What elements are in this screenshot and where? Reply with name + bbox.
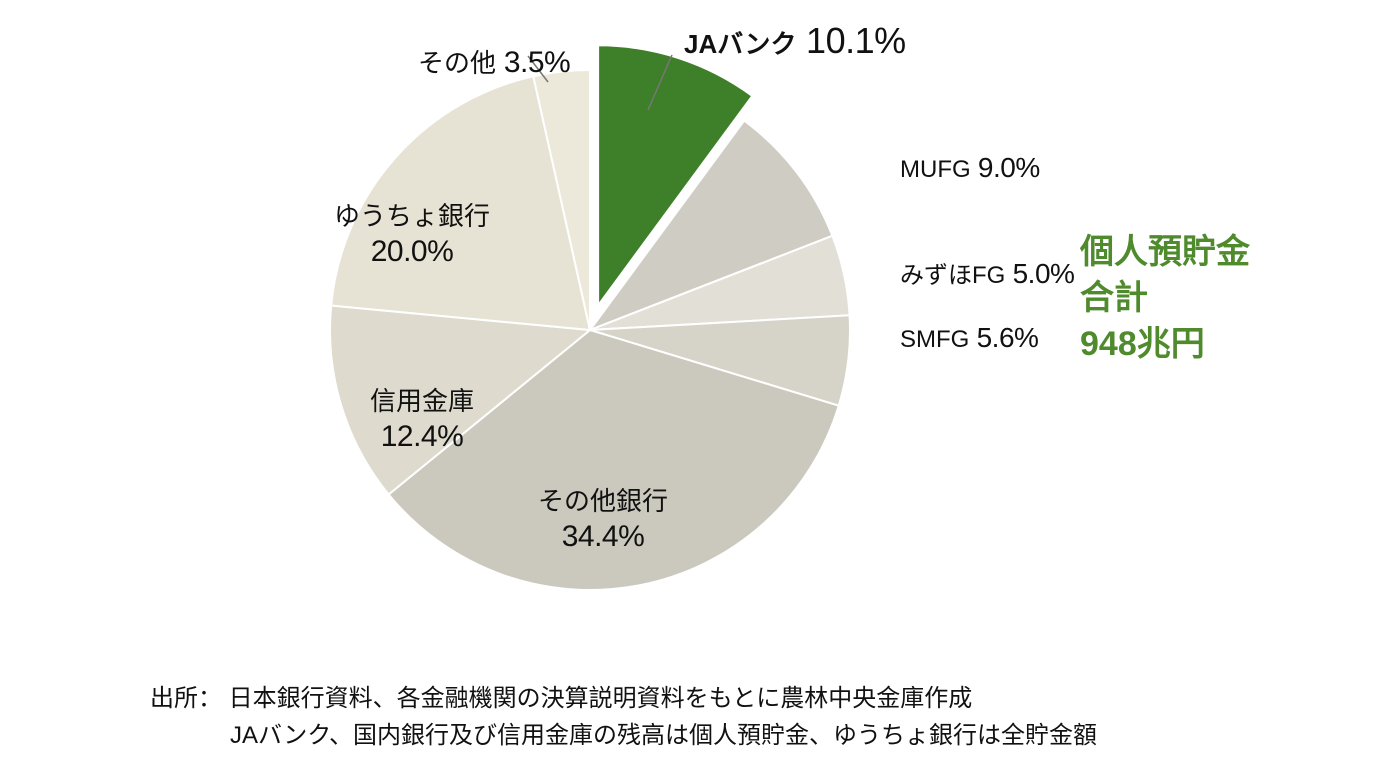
slice-label: みずほFG 5.0% (900, 256, 1074, 291)
slice-label-name: 信用金庫 (370, 386, 474, 416)
slice-label: 信用金庫 12.4% (370, 385, 474, 455)
slice-label-value: 10.1% (797, 20, 906, 61)
slice-label: SMFG 5.6% (900, 320, 1038, 355)
slice-label: その他銀行 34.4% (538, 485, 668, 555)
slice-label-name: ゆうちょ銀行 (334, 201, 490, 231)
slice-label-value: 20.0% (371, 235, 454, 268)
pie-svg (0, 0, 1400, 766)
footnote-line-1: 出所： 日本銀行資料、各金融機関の決算説明資料をもとに農林中央金庫作成 (150, 680, 1097, 717)
summary-line-3: 948兆円 (1080, 322, 1250, 368)
slice-label-name: みずほFG (900, 262, 1005, 289)
slice-label-name: その他 (418, 48, 496, 78)
pie-chart-figure: JAバンク 10.1% MUFG 9.0% みずほFG 5.0% SMFG 5.6% そ… (0, 0, 1400, 766)
summary-text: 個人預貯金 合計 948兆円 (1080, 230, 1250, 368)
footnote-text-1: 日本銀行資料、各金融機関の決算説明資料をもとに農林中央金庫作成 (229, 685, 973, 712)
summary-line-1: 個人預貯金 (1080, 230, 1250, 276)
slice-label: JAバンク 10.1% (684, 18, 906, 63)
footnote-text-2: JAバンク、国内銀行及び信用金庫の残高は個人預貯金、ゆうちょ銀行は全貯金額 (230, 722, 1097, 749)
slice-label: ゆうちょ銀行 20.0% (334, 200, 490, 270)
source-footnote: 出所： 日本銀行資料、各金融機関の決算説明資料をもとに農林中央金庫作成 JAバン… (150, 680, 1097, 754)
slice-label-value: 9.0% (971, 152, 1040, 183)
slice-label-value: 5.6% (969, 322, 1038, 353)
slice-label: その他 3.5% (418, 44, 570, 82)
slice-label-value: 34.4% (562, 520, 645, 553)
slice-label-value: 12.4% (381, 420, 464, 453)
slice-label-name: MUFG (900, 156, 971, 183)
slice-label-value: 3.5% (496, 46, 570, 79)
slice-label-name: JAバンク (684, 29, 797, 59)
slice-label-value: 5.0% (1005, 258, 1074, 289)
slice-label-name: その他銀行 (538, 486, 668, 516)
footnote-prefix: 出所： (150, 685, 222, 712)
slice-label-name: SMFG (900, 326, 969, 353)
footnote-line-2: JAバンク、国内銀行及び信用金庫の残高は個人預貯金、ゆうちょ銀行は全貯金額 (150, 717, 1097, 754)
summary-line-2: 合計 (1080, 276, 1250, 322)
slice-label: MUFG 9.0% (900, 150, 1040, 185)
